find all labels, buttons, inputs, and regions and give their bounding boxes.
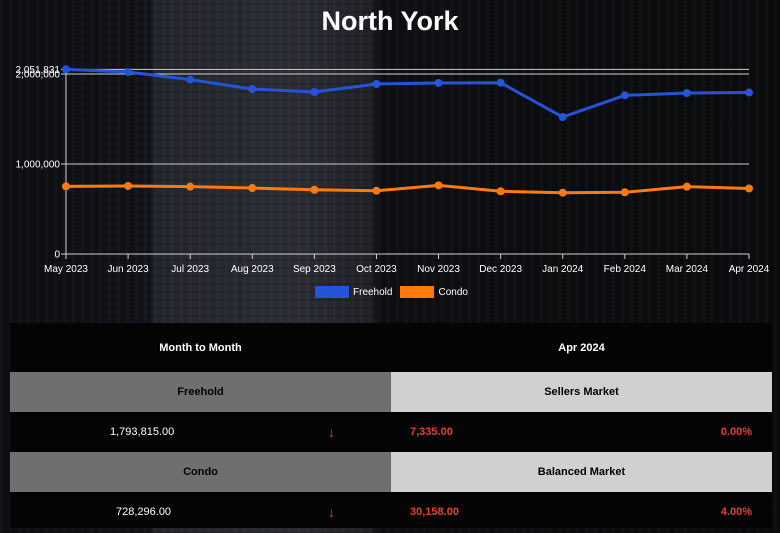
arrow-down-icon: ↓ [328,504,335,520]
data-point[interactable] [682,88,691,97]
data-point[interactable] [372,79,381,88]
freehold-value: 1,793,815.00 [110,426,175,438]
data-point[interactable] [186,75,195,84]
x-tick-label: Mar 2024 [666,264,709,275]
data-point[interactable] [745,88,753,97]
condo-value: 728,296.00 [116,506,172,518]
x-tick-label: Dec 2023 [479,264,522,275]
data-point[interactable] [620,91,629,100]
x-tick-label: Nov 2023 [417,264,460,275]
data-point[interactable] [620,188,629,197]
y-tick-label: 2,000,000 [16,70,61,81]
condo-market-status: Balanced Market [391,452,772,492]
condo-metric: 30,158.00 [410,506,459,518]
x-tick-label: Feb 2024 [604,264,647,275]
data-point[interactable] [124,181,133,190]
data-point[interactable] [124,68,133,77]
series-line-condo [65,183,750,195]
x-tick-label: Oct 2023 [356,264,397,275]
data-point[interactable] [496,78,505,87]
y-tick-label: 0 [54,250,60,261]
arrow-down-icon: ↓ [328,424,335,440]
market-summary-table: Month to Month Apr 2024 Freehold Sellers… [10,323,772,528]
data-point[interactable] [310,88,319,96]
data-point[interactable] [186,182,195,191]
data-point[interactable] [434,79,443,87]
data-point[interactable] [558,188,567,197]
data-point[interactable] [248,184,257,193]
legend-swatch-freehold [315,286,349,298]
data-point[interactable] [248,85,257,94]
data-point[interactable] [372,186,381,195]
freehold-metric: 7,335.00 [410,426,453,438]
page-title: North York [321,6,459,36]
x-tick-label: Aug 2023 [231,264,274,275]
header-month-to-month: Month to Month [159,342,242,354]
data-point[interactable] [62,182,70,191]
legend-label-condo: Condo [438,286,468,298]
freehold-market-status: Sellers Market [391,372,772,412]
data-point[interactable] [310,185,319,194]
data-point[interactable] [496,187,505,196]
data-point[interactable] [434,181,443,190]
y-tick-label: 2,051,831 [16,65,61,76]
header-period: Apr 2024 [558,342,605,354]
legend-swatch-condo [400,286,435,298]
x-tick-label: Jun 2023 [108,264,150,275]
x-tick-label: Sep 2023 [293,264,336,275]
y-tick-label: 1,000,000 [16,160,61,171]
x-tick-label: Jul 2023 [171,264,209,275]
freehold-label: Freehold [10,372,391,412]
x-tick-label: Apr 2024 [729,264,770,275]
x-tick-label: Jan 2024 [542,264,584,275]
series-line-freehold [65,67,750,119]
x-tick-label: May 2023 [44,264,88,275]
freehold-percent: 0.00% [720,426,752,438]
data-point[interactable] [62,65,70,74]
condo-percent: 4.00% [720,506,752,518]
data-point[interactable] [745,184,753,193]
data-point[interactable] [682,182,691,191]
condo-label: Condo [10,452,391,492]
legend-label-freehold: Freehold [353,286,393,298]
chart-legend: Freehold Condo [315,286,476,298]
data-point[interactable] [558,113,567,122]
